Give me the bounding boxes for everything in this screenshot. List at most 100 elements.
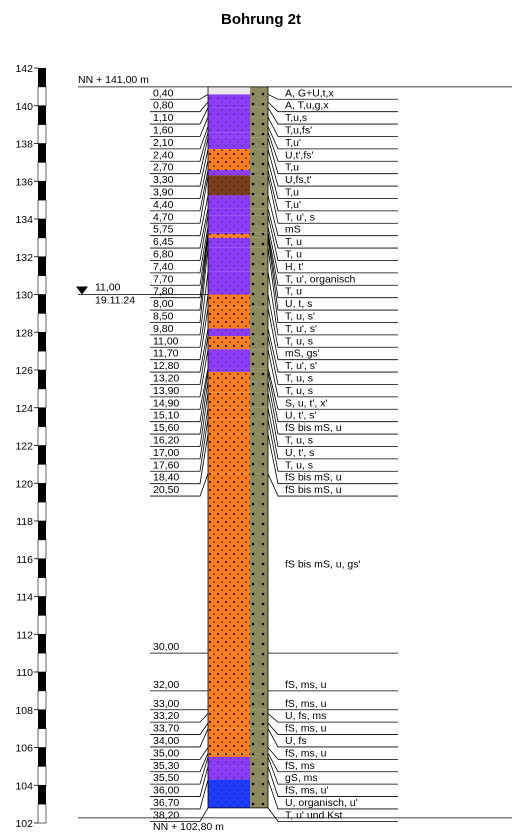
layer-olive xyxy=(250,208,268,216)
description-leader xyxy=(267,752,398,773)
layer-description: fS, ms, u xyxy=(285,679,327,691)
description-leader xyxy=(267,473,398,497)
layer-description: T, u, s xyxy=(285,385,313,397)
water-depth: 11,00 xyxy=(95,282,121,294)
axis-tick-label: 126 xyxy=(15,365,33,377)
layer-olive xyxy=(250,713,268,723)
layer-description: T, u' und Kst xyxy=(285,809,343,821)
layer-description: T, u, s xyxy=(285,459,313,471)
layer-texture xyxy=(208,690,250,710)
layer-description: T, u', organisch xyxy=(285,273,355,285)
layer-description: T, u, s' xyxy=(285,310,315,322)
layer-description: fS, ms, u xyxy=(285,723,327,735)
layer-description: U, t', s xyxy=(285,447,314,459)
depth-label: 30,00 xyxy=(153,641,179,653)
layer-description: fS bis mS, u, gs' xyxy=(285,558,361,570)
layer-texture xyxy=(208,175,250,196)
title: Bohrung 2t xyxy=(221,11,301,28)
depth-label: 35,50 xyxy=(153,772,179,784)
layer-olive xyxy=(250,756,268,767)
layer-texture xyxy=(208,779,250,808)
layer-olive xyxy=(250,137,268,150)
layer-description: fS, ms, u' xyxy=(285,785,328,797)
axis-segment xyxy=(38,181,46,201)
layer-description: U,t',fs' xyxy=(285,149,314,161)
layer-olive xyxy=(250,722,268,729)
depth-leader xyxy=(150,94,209,100)
axis-tick-label: 140 xyxy=(15,101,33,113)
depth-label: 13,90 xyxy=(153,385,179,397)
water-marker xyxy=(76,286,88,295)
description-leader xyxy=(267,215,398,261)
layer-texture xyxy=(208,271,250,295)
layer-texture xyxy=(208,226,250,233)
description-leader xyxy=(267,137,398,175)
depth-label: 4,40 xyxy=(153,199,174,211)
layer-description: T, u', s' xyxy=(285,360,317,372)
axis-segment xyxy=(37,615,47,635)
depth-leader xyxy=(150,271,209,336)
description-leader xyxy=(267,169,398,212)
axis-segment xyxy=(37,199,47,220)
layer-olive xyxy=(250,336,268,350)
layer-description: A, G+U,t,x xyxy=(285,87,334,99)
layer-olive xyxy=(250,107,268,118)
depth-label: 14,90 xyxy=(153,397,179,409)
layer-olive xyxy=(250,434,268,474)
axis-segment xyxy=(37,539,47,560)
axis-segment xyxy=(37,124,47,144)
layer-olive xyxy=(250,307,268,329)
axis-tick-label: 130 xyxy=(15,290,33,302)
layer-texture xyxy=(208,195,250,209)
layer-description: mS xyxy=(285,224,301,236)
layer-olive xyxy=(250,86,268,95)
axis-segment xyxy=(38,219,46,238)
depth-label: 12,80 xyxy=(153,360,179,372)
layer-olive xyxy=(250,232,268,235)
layer-texture xyxy=(208,766,250,780)
layer-texture xyxy=(208,407,250,420)
depth-label: 1,60 xyxy=(153,124,174,136)
axis-segment xyxy=(37,275,47,295)
layer-olive xyxy=(250,117,268,127)
description-leader xyxy=(267,392,398,447)
depth-label: 1,10 xyxy=(153,112,174,124)
axis-tick-label: 124 xyxy=(15,403,33,415)
description-leader xyxy=(267,237,398,311)
depth-label: 3,30 xyxy=(153,174,174,186)
layer-olive xyxy=(250,132,268,138)
axis-segment xyxy=(37,501,47,522)
description-leader xyxy=(267,713,398,723)
layer-description: U, t', s' xyxy=(285,410,316,422)
axis-tick-label: 134 xyxy=(15,214,33,226)
depth-leader xyxy=(150,226,209,274)
axis-tick-label: 110 xyxy=(16,667,33,679)
layer-texture xyxy=(208,434,250,474)
description-leader xyxy=(267,175,398,224)
layer-olive xyxy=(250,368,268,372)
description-leader xyxy=(267,307,398,361)
layer-olive xyxy=(250,234,268,238)
depth-leader xyxy=(150,234,209,299)
axis-tick-label: 114 xyxy=(16,592,33,604)
description-leader xyxy=(267,807,398,822)
layer-description: U,fs,t' xyxy=(285,174,312,186)
depth-leader xyxy=(150,328,209,373)
axis-segment xyxy=(38,709,46,729)
depth-leader xyxy=(150,232,209,286)
depth-leader xyxy=(150,747,209,760)
layer-texture xyxy=(208,126,250,133)
layer-description: S, u, t', x' xyxy=(285,397,328,409)
depth-leader xyxy=(150,149,209,187)
layer-olive xyxy=(250,215,268,227)
depth-label: 11,70 xyxy=(153,348,179,360)
layer-olive xyxy=(250,237,268,248)
description-leader xyxy=(267,328,398,373)
depth-leader xyxy=(150,368,209,410)
depth-label: 7,40 xyxy=(153,261,174,273)
layer-description: mS, gs' xyxy=(285,348,320,360)
layer-description: fS bis mS, u xyxy=(285,472,342,484)
bottom-label: NN + 102,80 m xyxy=(153,821,224,833)
depth-leader xyxy=(150,407,209,460)
depth-leader xyxy=(150,137,209,175)
